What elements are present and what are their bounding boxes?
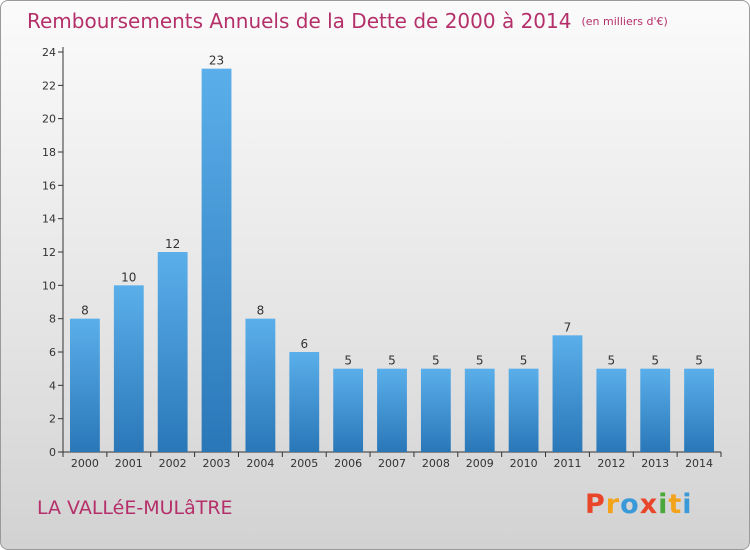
x-tick-label-2007: 2007 bbox=[378, 457, 406, 470]
bar-2006 bbox=[333, 368, 364, 452]
data-label-2011: 7 bbox=[564, 320, 572, 334]
y-tick-label: 0 bbox=[49, 446, 56, 459]
x-tick-label-2014: 2014 bbox=[685, 457, 713, 470]
x-tick-label-2011: 2011 bbox=[553, 457, 581, 470]
x-tick-label-2006: 2006 bbox=[334, 457, 362, 470]
logo-letter: x bbox=[639, 489, 659, 520]
bar-2004 bbox=[245, 318, 276, 452]
x-tick-label-2000: 2000 bbox=[71, 457, 99, 470]
y-tick-label: 20 bbox=[42, 113, 56, 126]
x-tick-label-2012: 2012 bbox=[597, 457, 625, 470]
y-tick-label: 8 bbox=[49, 313, 56, 326]
x-tick-label-2003: 2003 bbox=[203, 457, 231, 470]
data-label-2001: 10 bbox=[121, 270, 136, 284]
x-tick-label-2013: 2013 bbox=[641, 457, 669, 470]
y-tick-label: 10 bbox=[42, 279, 56, 292]
chart-title: Remboursements Annuels de la Dette de 20… bbox=[27, 9, 668, 33]
y-tick-label: 14 bbox=[42, 213, 56, 226]
bar-2005 bbox=[289, 352, 320, 452]
data-label-2006: 5 bbox=[344, 354, 352, 368]
logo-letter: P bbox=[585, 489, 606, 520]
data-label-2010: 5 bbox=[520, 354, 528, 368]
x-tick-label-2010: 2010 bbox=[510, 457, 538, 470]
logo-letter: t bbox=[668, 489, 683, 520]
y-tick-label: 16 bbox=[42, 179, 56, 192]
y-tick-label: 24 bbox=[42, 46, 56, 59]
data-label-2005: 6 bbox=[300, 337, 308, 351]
chart-bars bbox=[70, 68, 714, 453]
bar-2002 bbox=[157, 252, 188, 452]
bar-2011 bbox=[552, 335, 583, 452]
logo-letter: i bbox=[682, 489, 693, 520]
logo-letter: o bbox=[620, 489, 640, 520]
data-label-2013: 5 bbox=[651, 354, 659, 368]
x-tick-label-2002: 2002 bbox=[159, 457, 187, 470]
y-tick-label: 18 bbox=[42, 146, 56, 159]
commune-name: LA VALLéE-MULâTRE bbox=[37, 497, 233, 519]
x-tick-label-2004: 2004 bbox=[246, 457, 274, 470]
bar-2007 bbox=[377, 368, 407, 452]
bar-2001 bbox=[113, 285, 144, 452]
data-label-2009: 5 bbox=[476, 354, 484, 368]
data-label-2012: 5 bbox=[608, 354, 616, 368]
proxiti-logo[interactable]: Proxiti bbox=[585, 489, 693, 520]
bar-2008 bbox=[420, 368, 451, 452]
chart-data-labels: 8 10 12 23 8 6 5 5 5 5 5 7 5 5 5 bbox=[81, 54, 703, 368]
x-tick-label-2005: 2005 bbox=[290, 457, 318, 470]
bar-2012 bbox=[596, 368, 627, 452]
data-label-2000: 8 bbox=[81, 304, 89, 318]
x-tick-label-2008: 2008 bbox=[422, 457, 450, 470]
y-tick-label: 12 bbox=[42, 246, 56, 259]
data-label-2008: 5 bbox=[432, 354, 440, 368]
y-tick-label: 6 bbox=[49, 346, 56, 359]
y-tick-label: 22 bbox=[42, 79, 56, 92]
x-tick-label-2009: 2009 bbox=[466, 457, 494, 470]
data-label-2002: 12 bbox=[165, 237, 180, 251]
logo-letter: r bbox=[605, 489, 621, 520]
bar-2000 bbox=[70, 318, 100, 452]
bar-2009 bbox=[464, 368, 495, 452]
data-label-2003: 23 bbox=[209, 54, 224, 68]
y-tick-label: 4 bbox=[49, 379, 56, 392]
bar-2014 bbox=[684, 368, 714, 452]
data-label-2004: 8 bbox=[257, 304, 265, 318]
bar-2013 bbox=[640, 368, 671, 452]
bar-2010 bbox=[508, 368, 539, 452]
data-label-2007: 5 bbox=[388, 354, 396, 368]
logo-letter: i bbox=[658, 489, 669, 520]
chart-unit: (en milliers d'€) bbox=[581, 15, 668, 28]
bar-2003 bbox=[201, 68, 232, 453]
y-tick-label: 2 bbox=[49, 413, 56, 426]
x-tick-label-2001: 2001 bbox=[115, 457, 143, 470]
data-label-2014: 5 bbox=[695, 354, 703, 368]
chart-title-text: Remboursements Annuels de la Dette de 20… bbox=[27, 9, 572, 33]
